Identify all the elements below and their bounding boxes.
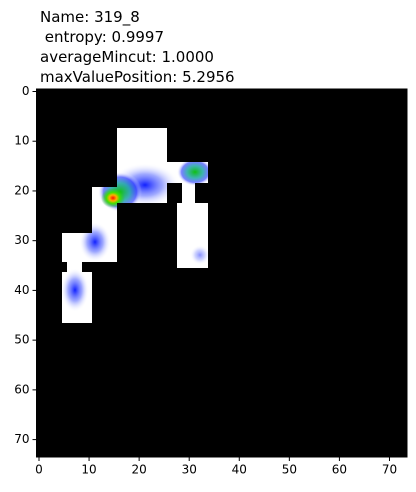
y-tick-label: 0 xyxy=(22,84,30,98)
x-tick-label: 10 xyxy=(81,463,96,477)
y-tick-label: 20 xyxy=(14,183,29,197)
y-tick-label: 60 xyxy=(14,382,29,396)
axes-frame xyxy=(36,88,408,458)
x-tick-label: 30 xyxy=(182,463,197,477)
y-tick-label: 10 xyxy=(14,134,29,148)
title-line: Name: 319_8 xyxy=(40,8,140,27)
y-tick-label: 70 xyxy=(14,432,29,446)
title-line: entropy: 0.9997 xyxy=(40,28,164,46)
x-tick-label: 0 xyxy=(35,463,43,477)
x-tick-label: 50 xyxy=(282,463,297,477)
title-line: maxValuePosition: 5.2956 xyxy=(40,68,235,86)
title-line: averageMincut: 1.0000 xyxy=(40,48,214,66)
image-background xyxy=(36,89,407,457)
x-tick-label: 60 xyxy=(332,463,347,477)
x-tick-label: 70 xyxy=(382,463,397,477)
y-tick-label: 30 xyxy=(14,233,29,247)
title: Name: 319_8 entropy: 0.9997 averageMincu… xyxy=(40,8,235,86)
y-tick-label: 40 xyxy=(14,283,29,297)
x-tick-label: 40 xyxy=(232,463,247,477)
x-tick-label: 20 xyxy=(131,463,146,477)
y-tick-label: 50 xyxy=(14,333,29,347)
